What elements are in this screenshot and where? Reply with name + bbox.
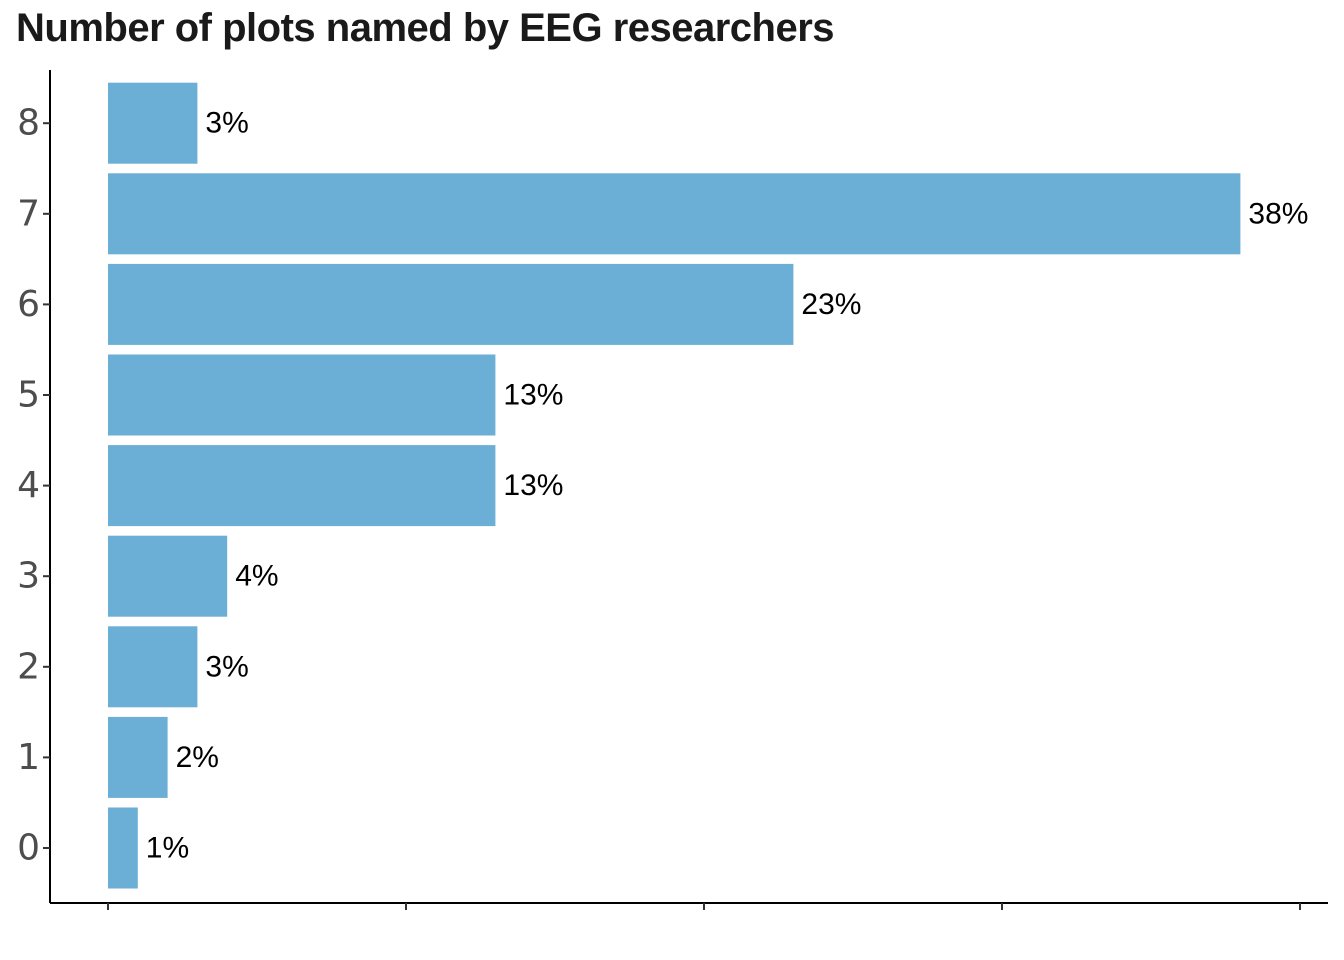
data-label-1: 2% [176, 741, 219, 774]
data-labels-group: 1% 2% 3% 4% 13% 13% 23% 38% 3% [146, 107, 1309, 865]
bar-1 [108, 716, 168, 798]
bar-2 [108, 626, 198, 708]
data-label-5: 13% [503, 379, 563, 412]
chart-title: Number of plots named by EEG researchers [16, 6, 835, 50]
data-label-0: 1% [146, 832, 189, 865]
bar-4 [108, 445, 496, 527]
y-tick-label-1: 1 [17, 737, 40, 778]
y-tick-label-6: 6 [17, 284, 40, 325]
data-label-6: 23% [801, 288, 861, 321]
bar-7 [108, 173, 1241, 255]
bar-3 [108, 535, 228, 617]
axes-group: 0 1 2 3 4 5 6 7 8 [17, 70, 1328, 910]
data-label-7: 38% [1248, 197, 1308, 230]
bar-0 [108, 807, 138, 889]
data-label-8: 3% [205, 107, 248, 140]
data-label-2: 3% [205, 650, 248, 683]
bar-5 [108, 354, 496, 436]
bar-6 [108, 263, 794, 345]
y-tick-label-3: 3 [17, 556, 40, 597]
y-tick-label-4: 4 [17, 465, 40, 506]
data-label-4: 13% [503, 469, 563, 502]
y-tick-label-5: 5 [17, 375, 40, 416]
y-tick-label-7: 7 [17, 193, 40, 234]
y-tick-label-0: 0 [17, 828, 40, 869]
y-tick-label-2: 2 [17, 646, 40, 687]
data-label-3: 4% [235, 560, 278, 593]
bars-group [108, 82, 1241, 889]
y-tick-label-8: 8 [17, 103, 40, 144]
bar-8 [108, 82, 198, 164]
